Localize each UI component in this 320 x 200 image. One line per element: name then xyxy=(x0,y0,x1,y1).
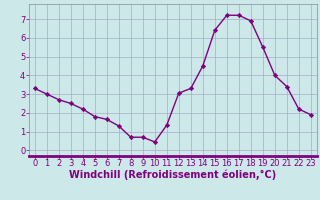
X-axis label: Windchill (Refroidissement éolien,°C): Windchill (Refroidissement éolien,°C) xyxy=(69,170,276,180)
